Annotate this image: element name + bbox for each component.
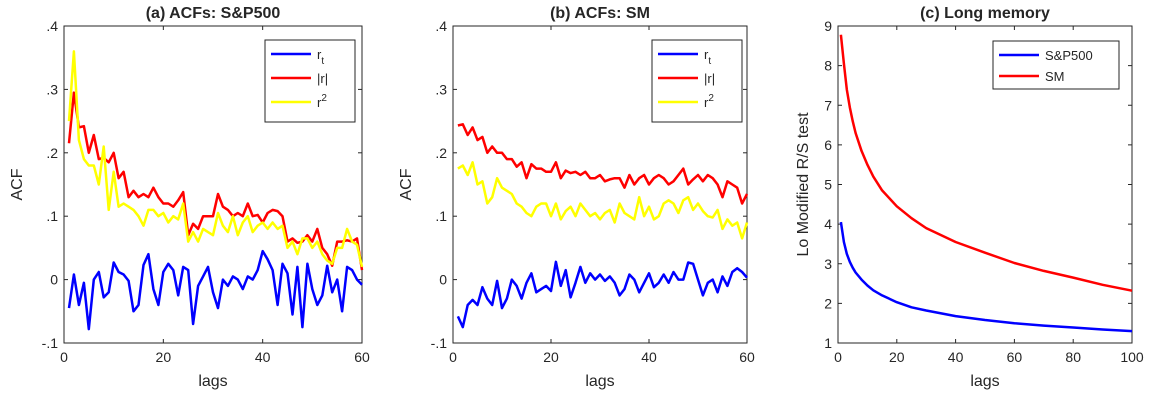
legend-box	[264, 39, 356, 123]
series-line-3	[457, 161, 749, 240]
legend-entry: r2	[317, 93, 327, 110]
legend-entry-name: r	[704, 47, 709, 62]
series-line-2	[67, 91, 364, 271]
x-axis-label: lags	[970, 373, 999, 390]
x-tick-label: 60	[354, 349, 370, 365]
y-tick-label: .4	[435, 18, 447, 34]
legend-entry: r2	[704, 93, 714, 110]
legend-box	[651, 39, 743, 123]
chart-panel-1: 0 20 40 60-.10.1.2.3.4(a) ACFs: S&P500lagsA…	[9, 5, 370, 390]
y-tick-label: .4	[46, 18, 58, 34]
legend-entry-name: r	[704, 95, 709, 110]
x-tick-label: 0	[834, 349, 842, 365]
legend-entry-superscript: 2	[321, 93, 327, 104]
y-tick-label: 3	[824, 256, 832, 272]
x-tick-label: 40	[948, 349, 964, 365]
legend-entry-name: |r|	[704, 71, 715, 86]
y-tick-label: 1	[824, 335, 832, 351]
chart-panel-3: 0 20 40 60 80 100 1 2 3 4 5 6 7 8 9 (c) Long memory lags…	[795, 5, 1144, 390]
legend: rt|r|r2	[264, 39, 356, 123]
y-tick-label: 9	[824, 18, 832, 34]
y-axis-label: ACF	[398, 168, 415, 200]
y-axis-label: ACF	[9, 168, 26, 200]
series-line-1	[456, 260, 748, 329]
legend-entry-subscript: t	[708, 56, 711, 67]
x-tick-label: 40	[255, 349, 271, 365]
y-tick-label: .3	[46, 81, 58, 97]
chart-title: (a) ACFs: S&P500	[146, 5, 281, 22]
x-tick-label: 60	[739, 349, 755, 365]
series-line-1	[67, 249, 363, 331]
legend-entry: |r|	[704, 71, 715, 86]
series-line-2	[839, 34, 1133, 292]
y-tick-label: 2	[824, 295, 832, 311]
legend-entry: rt	[704, 47, 711, 67]
y-tick-label: 7	[824, 97, 832, 113]
y-tick-label: .1	[435, 208, 447, 224]
legend-entry-name: SM	[1045, 69, 1065, 84]
legend: S&P500 SM	[992, 40, 1120, 90]
x-tick-label: 20	[889, 349, 905, 365]
y-tick-label: 0	[439, 272, 447, 288]
y-tick-label: .3	[435, 81, 447, 97]
series-line-2	[457, 123, 749, 205]
x-tick-label: 40	[641, 349, 657, 365]
y-tick-label: .2	[435, 145, 447, 161]
y-tick-label: -.1	[42, 335, 59, 351]
legend-entry: SM	[1045, 69, 1065, 84]
y-tick-label: 0	[50, 272, 58, 288]
y-tick-label: .2	[46, 145, 58, 161]
legend-entry-superscript: 2	[708, 93, 714, 104]
legend-box	[992, 40, 1120, 90]
y-tick-label: 8	[824, 58, 832, 74]
legend-entry: S&P500	[1045, 48, 1093, 63]
y-tick-label: 5	[824, 177, 832, 193]
legend-entry-subscript: t	[321, 56, 324, 67]
y-tick-label: .1	[46, 208, 58, 224]
legend-entry-name: r	[317, 47, 322, 62]
legend-entry: |r|	[317, 71, 328, 86]
x-tick-label: 0	[60, 349, 68, 365]
legend-entry-name: |r|	[317, 71, 328, 86]
legend-entry: rt	[317, 47, 324, 67]
chart-panel-2: 0 20 40 60-.10.1.2.3.4(b) ACFs: SMlagsACFrt…	[398, 5, 755, 390]
x-tick-label: 20	[156, 349, 172, 365]
x-tick-label: 0	[449, 349, 457, 365]
x-tick-label: 60	[1007, 349, 1023, 365]
chart-title: (c) Long memory	[920, 5, 1050, 22]
series-line-3	[67, 50, 364, 268]
legend-entry-name: r	[317, 95, 322, 110]
x-tick-label: 80	[1065, 349, 1081, 365]
y-tick-label: -.1	[431, 335, 448, 351]
y-axis-label: Lo Modified R/S test	[795, 112, 812, 257]
y-tick-label: 6	[824, 137, 832, 153]
legend: rt|r|r2	[651, 39, 743, 123]
series-line-1	[839, 221, 1133, 333]
y-tick-label: 4	[824, 216, 832, 232]
legend-entry-name: S&P500	[1045, 48, 1093, 63]
chart-title: (b) ACFs: SM	[550, 5, 650, 22]
x-axis-label: lags	[585, 373, 614, 390]
x-axis-label: lags	[198, 373, 227, 390]
x-tick-label: 20	[543, 349, 559, 365]
x-tick-label: 100	[1120, 349, 1144, 365]
